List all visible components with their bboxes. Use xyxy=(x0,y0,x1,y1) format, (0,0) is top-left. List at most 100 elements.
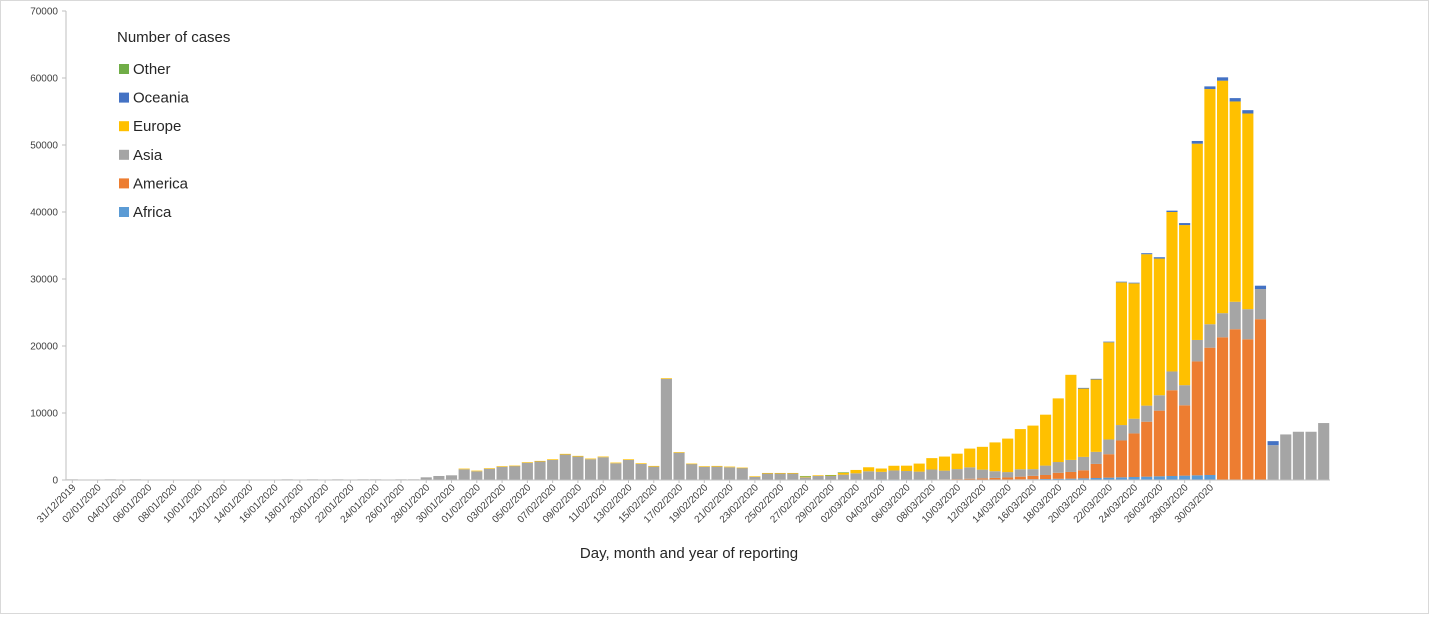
bar-segment-europe xyxy=(496,466,508,467)
bar-segment-america xyxy=(1027,475,1039,480)
legend-label-asia: Asia xyxy=(133,147,163,164)
bar-segment-asia xyxy=(989,471,1001,478)
bar-segment-oceania xyxy=(1077,387,1090,389)
bar-segment-asia xyxy=(559,454,571,480)
bar-segment-asia xyxy=(1153,395,1165,411)
bar-segment-africa xyxy=(1141,476,1153,480)
x-axis-label: Day, month and year of reporting xyxy=(580,545,798,562)
bar-segment-asia xyxy=(711,466,723,480)
y-tick-label: 10000 xyxy=(30,409,58,420)
bar-segment-other xyxy=(837,472,849,473)
bar-segment-europe xyxy=(976,446,988,470)
legend-label-other: Other xyxy=(133,61,171,78)
bar-segment-america xyxy=(1065,471,1077,479)
bar-segment-asia xyxy=(837,474,849,480)
bar-segment-oceania xyxy=(1166,210,1178,212)
bar-segment-america xyxy=(976,478,988,480)
bar-segment-europe xyxy=(736,467,748,469)
bar-segment-africa xyxy=(1204,474,1216,480)
bar-segment-oceania xyxy=(1115,281,1127,283)
bar-segment-asia xyxy=(534,461,546,480)
bar-segment-europe xyxy=(597,456,609,458)
bar-segment-europe xyxy=(1065,374,1077,460)
bar-segment-asia xyxy=(913,471,925,480)
bar-segment-asia xyxy=(1103,439,1115,455)
bar-segment-asia xyxy=(938,470,951,480)
bar-segment-oceania xyxy=(1242,110,1254,114)
bar-segment-asia xyxy=(1217,313,1229,338)
bar-segment-asia xyxy=(1065,459,1077,472)
bar-segment-europe xyxy=(1141,254,1153,406)
legend-swatch-asia xyxy=(119,149,129,160)
bar-segment-asia xyxy=(1014,469,1026,477)
bar-segment-europe xyxy=(812,475,824,476)
bar-segment-africa xyxy=(1103,477,1115,480)
bar-segment-america xyxy=(1254,319,1267,480)
bar-segment-america xyxy=(1077,470,1090,479)
bar-segment-asia xyxy=(660,378,672,480)
bar-segment-africa xyxy=(1115,477,1127,480)
bars-layer xyxy=(66,77,1330,481)
bar-segment-asia xyxy=(1292,431,1304,480)
bar-segment-asia xyxy=(1179,385,1191,406)
bar-segment-europe xyxy=(509,465,521,467)
bar-segment-oceania xyxy=(1103,341,1115,343)
bar-segment-asia xyxy=(458,469,470,480)
bar-segment-asia xyxy=(1115,425,1127,441)
bar-segment-europe xyxy=(787,472,799,474)
bar-segment-asia xyxy=(1077,456,1090,471)
bar-segment-asia xyxy=(976,469,988,479)
bar-segment-europe xyxy=(1229,101,1241,302)
bar-segment-asia xyxy=(1002,472,1014,478)
y-tick-label: 20000 xyxy=(30,342,58,353)
bar-segment-asia xyxy=(572,456,584,480)
bar-segment-europe xyxy=(521,462,533,463)
bar-segment-asia xyxy=(1191,339,1203,362)
bar-segment-europe xyxy=(635,463,647,464)
bar-segment-asia xyxy=(875,471,887,480)
bar-segment-america xyxy=(1204,347,1216,475)
bar-segment-asia xyxy=(547,459,559,480)
bar-segment-asia xyxy=(433,475,445,480)
legend-swatch-oceania xyxy=(119,92,129,103)
bar-segment-asia xyxy=(1318,423,1330,480)
bar-segment-asia xyxy=(888,470,900,480)
bar-segment-asia xyxy=(774,473,786,480)
bar-segment-europe xyxy=(926,458,938,470)
bar-segment-asia xyxy=(1267,445,1279,480)
bar-segment-oceania xyxy=(1267,441,1279,446)
bar-segment-europe xyxy=(1204,89,1216,325)
bar-segment-europe xyxy=(711,465,723,467)
bar-segment-europe xyxy=(1090,379,1102,452)
bar-segment-europe xyxy=(1191,143,1203,340)
bar-segment-asia xyxy=(951,469,963,480)
bar-segment-europe xyxy=(964,448,976,468)
legend-swatch-other xyxy=(119,64,129,74)
legend-label-america: America xyxy=(133,175,189,192)
bar-segment-asia xyxy=(635,463,647,480)
bar-segment-europe xyxy=(850,469,862,474)
legend-title: Number of cases xyxy=(117,29,230,46)
bar-segment-america xyxy=(1179,405,1191,476)
bar-segment-africa xyxy=(1065,478,1077,480)
bar-segment-europe xyxy=(458,468,470,470)
bar-segment-europe xyxy=(825,475,837,476)
bar-segment-asia xyxy=(1254,289,1267,320)
bar-segment-europe xyxy=(761,472,774,474)
bar-segment-europe xyxy=(1014,429,1026,470)
bar-segment-europe xyxy=(483,468,495,469)
bar-segment-europe xyxy=(559,453,571,455)
y-tick-label: 60000 xyxy=(30,74,58,85)
bar-segment-asia xyxy=(736,467,748,480)
bar-segment-asia xyxy=(585,459,597,480)
bar-segment-asia xyxy=(1090,451,1102,464)
bar-segment-america xyxy=(1242,339,1254,480)
bar-segment-america xyxy=(1153,410,1165,477)
bar-segment-america xyxy=(1191,361,1203,476)
bar-segment-europe xyxy=(901,465,913,472)
bar-segment-europe xyxy=(724,466,736,468)
bar-segment-america xyxy=(1090,463,1102,478)
bar-segment-asia xyxy=(1052,462,1064,473)
bar-segment-asia xyxy=(901,471,913,480)
